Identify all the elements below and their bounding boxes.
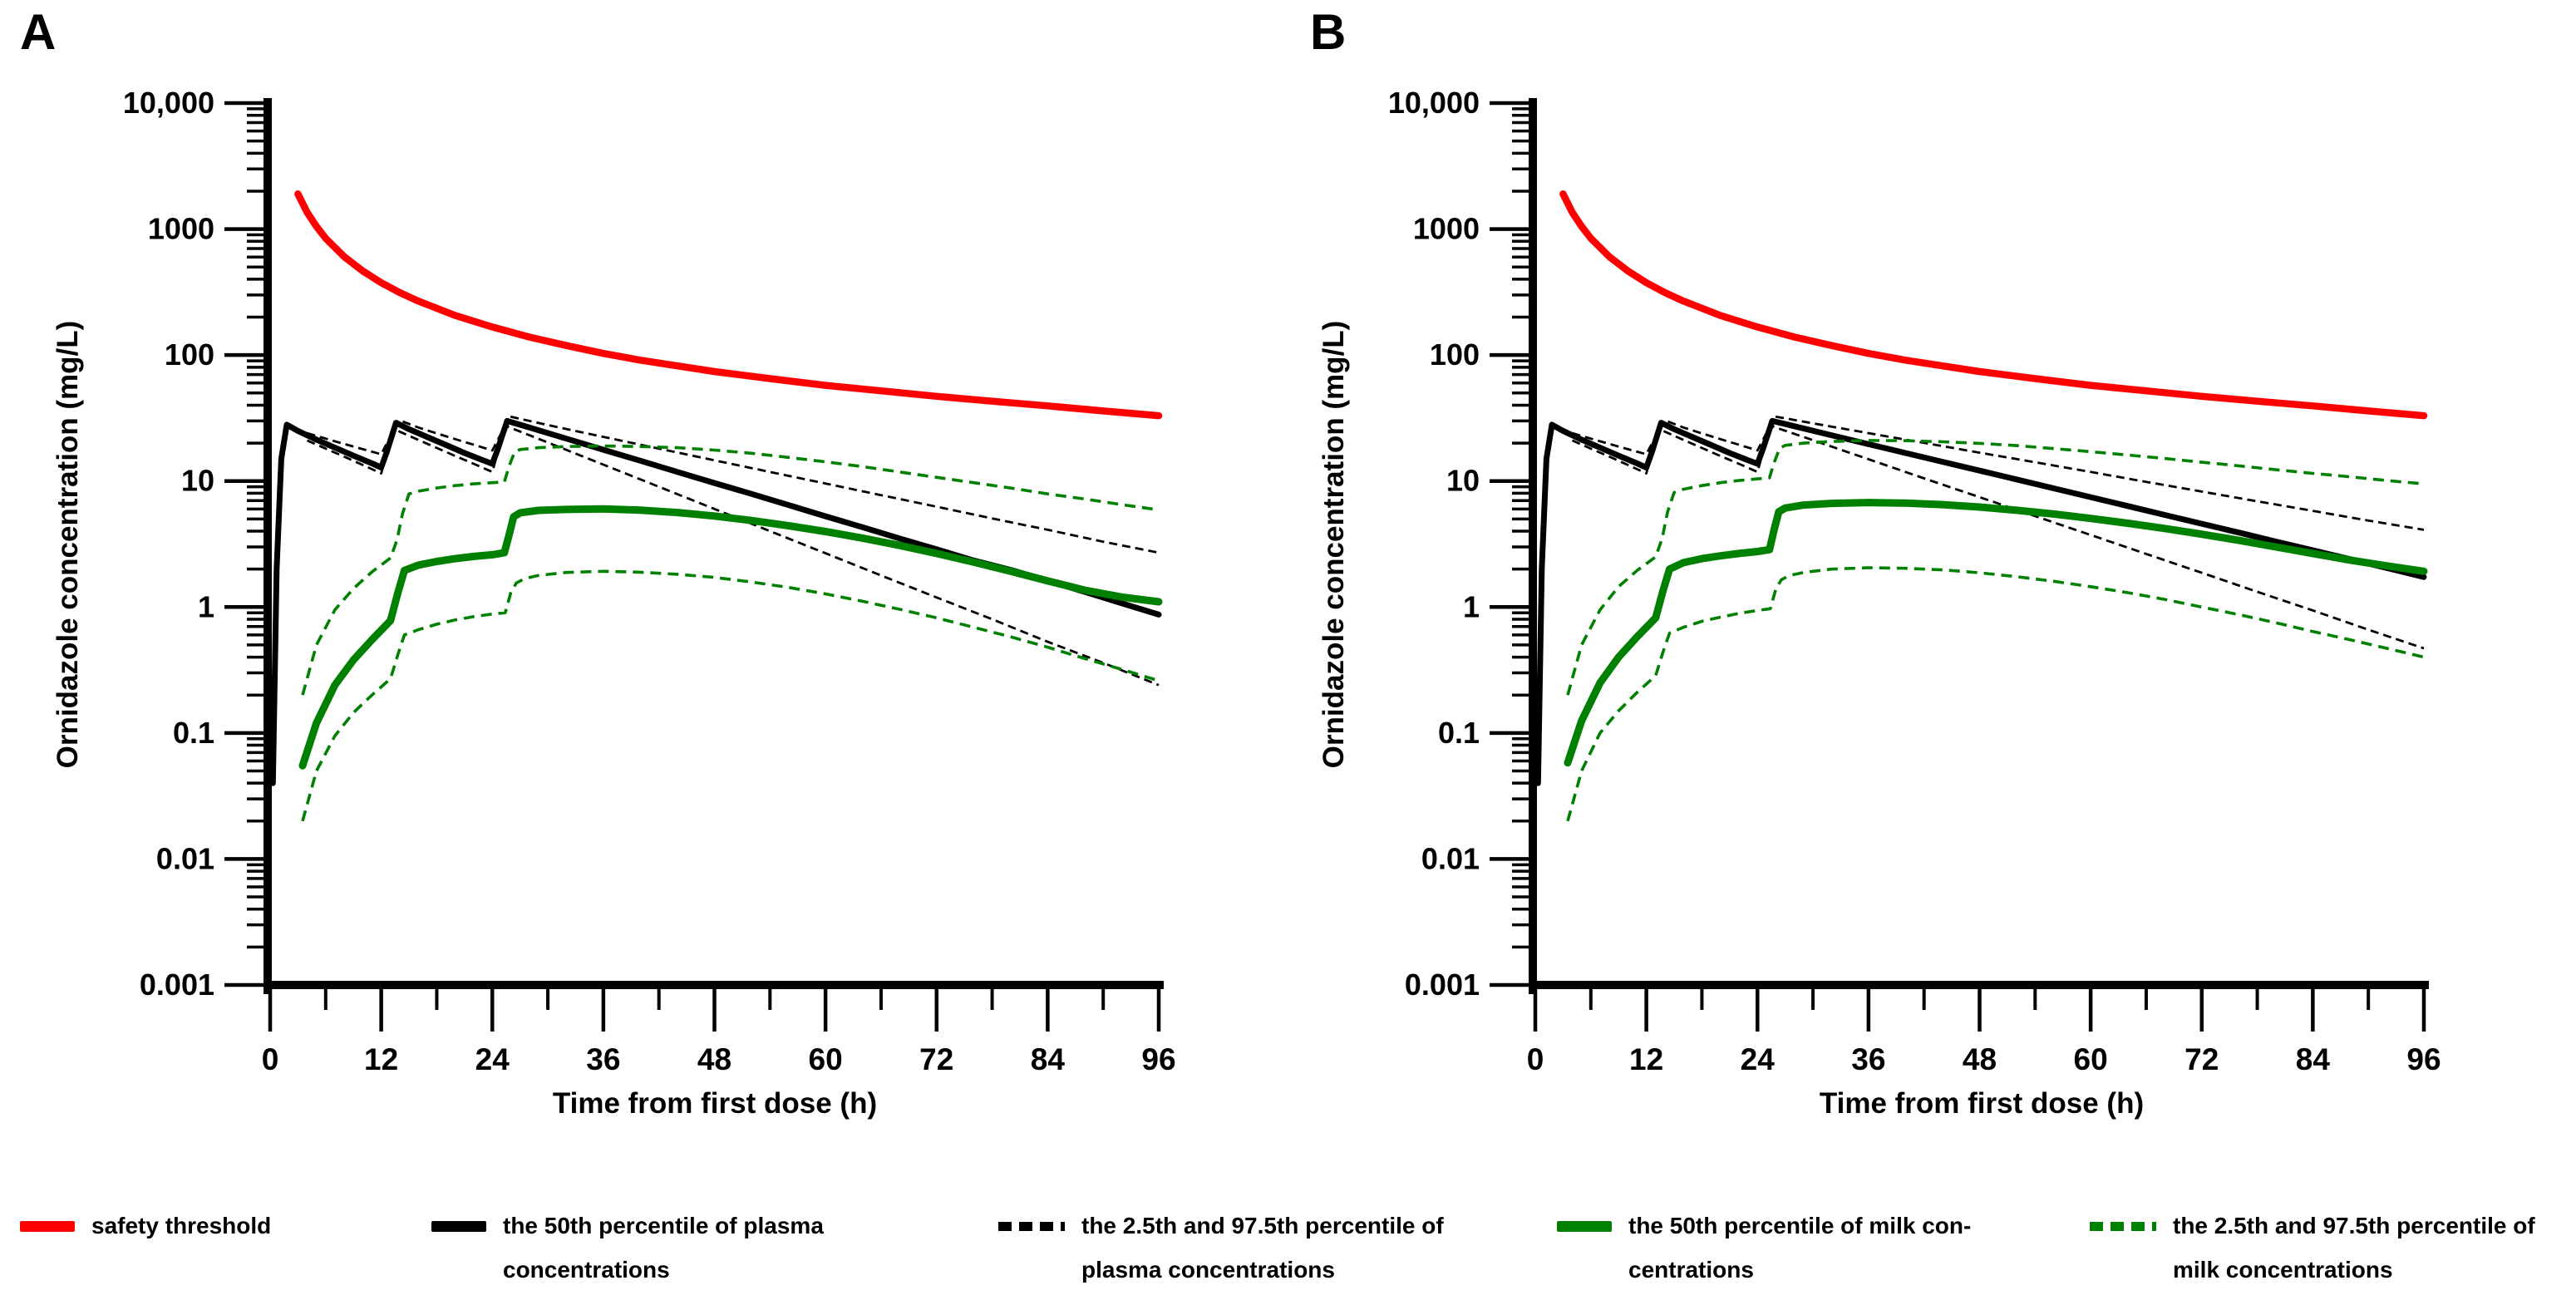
series-plasma-p97_5-panel-b (1572, 415, 2425, 531)
svg-text:24: 24 (1741, 1042, 1776, 1076)
svg-text:0: 0 (262, 1042, 279, 1076)
legend-swatch-plasma-median-line (431, 1221, 486, 1232)
svg-text:0.001: 0.001 (1405, 968, 1480, 1002)
series-plasma-p50-panel-b (1534, 417, 2427, 786)
svg-text:96: 96 (1141, 1042, 1175, 1076)
svg-text:72: 72 (2184, 1042, 2219, 1076)
legend-label-safety-threshold: safety threshold (91, 1213, 272, 1238)
y-axis-title-panel-a: Ornidazole concentration (mg/L) (52, 320, 84, 769)
svg-text:36: 36 (1851, 1042, 1885, 1076)
svg-text:48: 48 (1963, 1042, 1997, 1076)
svg-text:0: 0 (1527, 1042, 1544, 1076)
legend-label-milk-median-line2: centrations (1628, 1257, 1754, 1283)
series-plasma-p2_5-panel-a (306, 424, 1160, 687)
svg-text:1: 1 (1463, 589, 1480, 623)
legend-swatch-milk-percentiles-dashed-line (2090, 1222, 2156, 1231)
svg-text:60: 60 (2074, 1042, 2108, 1076)
svg-text:60: 60 (809, 1042, 843, 1076)
panel-a-label: A (20, 4, 57, 60)
x-axis-title-panel-b: Time from first dose (h) (1819, 1087, 2145, 1120)
legend-swatch-plasma-percentiles-dashed-line (998, 1222, 1065, 1231)
y-axis-title-panel-b: Ornidazole concentration (mg/L) (1318, 320, 1350, 769)
series-plasma-p97_5-panel-a (307, 415, 1160, 554)
svg-text:100: 100 (165, 337, 214, 372)
svg-text:36: 36 (586, 1042, 620, 1076)
legend-swatch-safety-threshold-line (20, 1221, 75, 1232)
series-safety-threshold-panel-a (294, 190, 1163, 420)
series-plasma-p2_5-panel-b (1571, 424, 2425, 650)
legend-label-milk-percentiles: the 2.5th and 97.5th percentile of (2173, 1213, 2535, 1238)
series-plasma-p50-panel-a (269, 417, 1162, 786)
series-milk-p97_5-panel-a (301, 444, 1160, 696)
svg-text:0.1: 0.1 (1438, 716, 1480, 750)
svg-text:100: 100 (1430, 337, 1480, 372)
svg-text:12: 12 (1629, 1042, 1663, 1076)
panel-b-label: B (1310, 4, 1347, 60)
svg-text:0.1: 0.1 (173, 716, 214, 750)
svg-text:12: 12 (364, 1042, 398, 1076)
legend-swatch-milk-median-line (1557, 1221, 1612, 1232)
legend-label-milk-median: the 50th percentile of milk con- (1628, 1213, 1972, 1238)
svg-text:24: 24 (475, 1042, 510, 1076)
legend-item-milk-median: the 50th percentile of milk con- centrat… (1557, 1204, 1971, 1292)
svg-text:1: 1 (198, 589, 214, 623)
legend-item-plasma-percentiles: the 2.5th and 97.5th percentile of plasm… (998, 1204, 1444, 1292)
panel-a-plot: 10,000 1000 100 10 1 0.1 0.01 0.001 0 12 24 36 48 60 7… (123, 86, 1176, 1076)
series-safety-threshold-panel-b (1559, 190, 2428, 420)
legend-label-milk-percentiles-line2: milk concentrations (2173, 1257, 2393, 1283)
svg-text:1000: 1000 (148, 212, 214, 246)
legend-item-milk-percentiles: the 2.5th and 97.5th percentile of milk … (2090, 1204, 2535, 1292)
series-milk-p2_5-panel-b (1566, 566, 2425, 822)
svg-text:0.01: 0.01 (1421, 841, 1480, 875)
panel-b-plot: 10,000 1000 100 10 1 0.1 0.01 0.001 0 12 24 36 48 60 7… (1388, 86, 2441, 1076)
svg-text:10: 10 (181, 464, 214, 498)
svg-text:96: 96 (2406, 1042, 2441, 1076)
series-milk-p2_5-panel-a (301, 569, 1160, 822)
legend-item-safety-threshold: safety threshold (20, 1204, 271, 1248)
series-milk-p50-panel-a (298, 505, 1163, 770)
svg-text:48: 48 (697, 1042, 731, 1076)
x-axis-title-panel-a: Time from first dose (h) (552, 1087, 878, 1120)
svg-text:1000: 1000 (1413, 212, 1480, 246)
svg-text:10,000: 10,000 (123, 86, 214, 120)
legend-label-plasma-median: the 50th percentile of plasma (503, 1213, 824, 1238)
legend-label-plasma-percentiles: the 2.5th and 97.5th percentile of (1081, 1213, 1444, 1238)
svg-text:84: 84 (2296, 1042, 2331, 1076)
legend-label-plasma-percentiles-line2: plasma concentrations (1081, 1257, 1335, 1283)
svg-text:10,000: 10,000 (1388, 86, 1480, 120)
svg-text:72: 72 (919, 1042, 953, 1076)
svg-text:84: 84 (1031, 1042, 1066, 1076)
svg-text:0.001: 0.001 (140, 968, 214, 1002)
legend-label-plasma-median-line2: concentrations (503, 1257, 670, 1283)
series-milk-p97_5-panel-b (1566, 439, 2425, 696)
svg-text:0.01: 0.01 (156, 841, 214, 875)
series-milk-p50-panel-b (1564, 499, 2428, 767)
svg-text:10: 10 (1446, 464, 1480, 498)
legend-item-plasma-median: the 50th percentile of plasma concentrat… (431, 1204, 824, 1292)
